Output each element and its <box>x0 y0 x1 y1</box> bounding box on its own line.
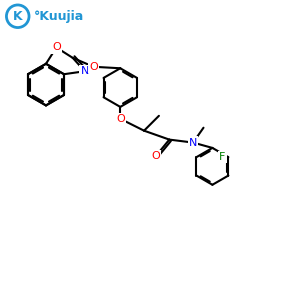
Text: N: N <box>81 66 89 76</box>
Text: K: K <box>13 10 22 23</box>
Text: N: N <box>189 138 197 148</box>
Text: O: O <box>152 151 160 161</box>
Text: O: O <box>52 43 61 52</box>
Text: O: O <box>116 114 125 124</box>
Text: F: F <box>219 152 225 162</box>
Text: O: O <box>89 62 98 72</box>
Text: °Kuujia: °Kuujia <box>34 10 84 23</box>
